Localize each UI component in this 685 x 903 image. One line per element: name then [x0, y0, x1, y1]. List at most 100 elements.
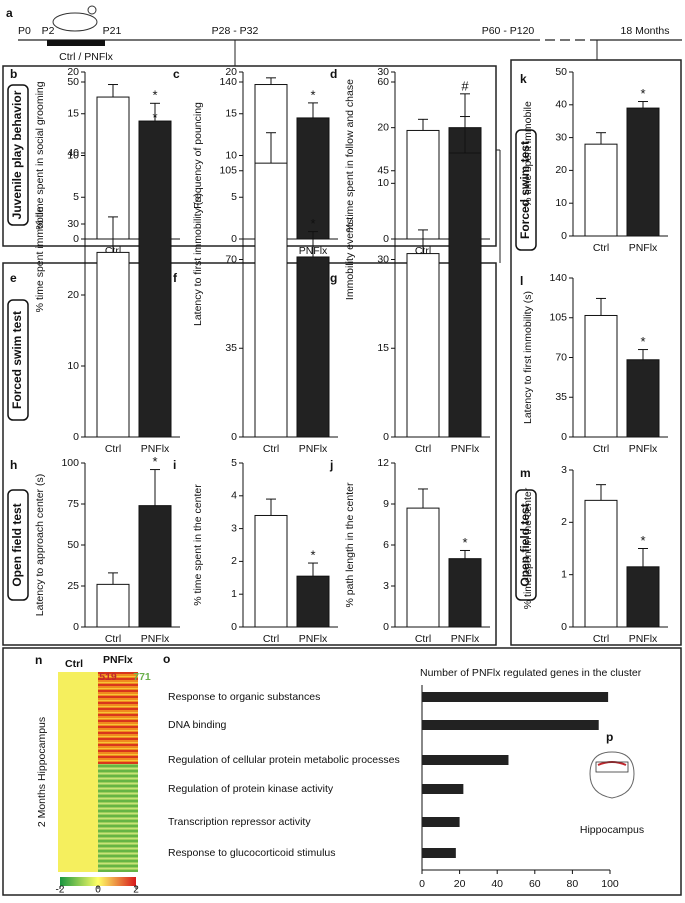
bar: [138, 505, 172, 628]
y-axis-label: Latency to first immobility (s): [522, 291, 534, 424]
y-tick-label: 20: [67, 66, 79, 78]
bar: [448, 152, 482, 438]
panel-letter: c: [173, 67, 180, 81]
section-label: Open field test: [10, 503, 24, 586]
category-label: Response to glucocorticoid stimulus: [168, 847, 336, 859]
x-tick-label: PNFlx: [451, 443, 480, 455]
timeline-label: P60 - P120: [482, 25, 535, 37]
bar: [422, 755, 509, 765]
section-label: Open field test: [518, 503, 532, 586]
y-tick-label: 2: [231, 555, 237, 567]
panel-letter: l: [520, 274, 523, 288]
bar: [422, 692, 609, 702]
y-tick-label: 10: [67, 149, 79, 161]
section-label: Forced swim test: [10, 311, 24, 409]
panel-letter: d: [330, 67, 337, 81]
x-tick-label: Ctrl: [263, 633, 279, 645]
y-tick-label: 9: [383, 498, 389, 510]
x-tick-label: 20: [454, 878, 466, 890]
y-tick-label: 10: [225, 149, 237, 161]
bar: [96, 96, 130, 240]
panel-letter: e: [10, 271, 17, 285]
y-tick-label: 50: [67, 76, 79, 88]
y-tick-label: 0: [383, 621, 389, 633]
y-tick-label: 20: [67, 289, 79, 301]
bar: [406, 129, 440, 240]
y-tick-label: 0: [383, 431, 389, 443]
y-tick-label: 0: [561, 431, 567, 443]
y-tick-label: 30: [377, 66, 389, 78]
significance-mark: *: [310, 547, 315, 562]
y-axis-label: % time spent in the center: [192, 484, 204, 606]
y-tick-label: 30: [555, 131, 567, 143]
section-label: Forced swim test: [518, 141, 532, 239]
inset-label: Hippocampus: [580, 824, 644, 836]
y-tick-label: 10: [67, 360, 79, 372]
significance-mark: *: [152, 454, 157, 469]
panel-letter: h: [10, 458, 17, 472]
section-box: [515, 489, 537, 601]
y-tick-label: 50: [67, 539, 79, 551]
bar: [96, 583, 130, 628]
y-tick-label: 30: [67, 218, 79, 230]
heatmap-down: [98, 764, 138, 872]
x-tick-label: PNFlx: [451, 633, 480, 645]
bar: [422, 848, 456, 858]
y-axis-label: % time spent immobile: [522, 101, 534, 207]
y-axis-label: % path length in the center: [344, 482, 356, 607]
y-tick-label: 75: [67, 498, 79, 510]
y-tick-label: 40: [555, 99, 567, 111]
colorbar-label: 0: [95, 884, 101, 895]
x-tick-label: PNFlx: [299, 443, 328, 455]
y-tick-label: 6: [383, 539, 389, 551]
panel-box: [2, 647, 682, 896]
y-tick-label: 10: [555, 197, 567, 209]
section-box: [7, 84, 29, 226]
y-tick-label: 50: [555, 66, 567, 78]
x-tick-label: Ctrl: [105, 633, 121, 645]
y-tick-label: 140: [219, 76, 237, 88]
x-tick-label: PNFlx: [141, 633, 170, 645]
significance-mark: *: [640, 334, 645, 349]
heatmap-ctrl: [58, 672, 98, 872]
bar: [296, 575, 330, 628]
y-tick-label: 60: [377, 76, 389, 88]
y-tick-label: 0: [231, 233, 237, 245]
x-tick-label: PNFlx: [141, 443, 170, 455]
x-tick-label: PNFlx: [629, 443, 658, 455]
category-label: Regulation of cellular protein metabolic…: [168, 754, 400, 766]
x-tick-label: PNFlx: [629, 633, 658, 645]
y-tick-label: 3: [383, 580, 389, 592]
y-tick-label: 1: [561, 568, 567, 580]
y-tick-label: 12: [377, 457, 389, 469]
bar: [422, 720, 599, 730]
panel-letter: m: [520, 466, 531, 480]
treatment-label: Ctrl / PNFlx: [59, 51, 113, 63]
bar: [448, 558, 482, 628]
y-tick-label: 70: [225, 253, 237, 265]
category-label: Transcription repressor activity: [168, 816, 311, 828]
figure-letter: a: [6, 6, 13, 20]
panel-letter: i: [173, 458, 176, 472]
panel-letter: p: [606, 730, 613, 744]
section-box: [515, 129, 537, 251]
panel-letter: n: [35, 653, 42, 667]
y-tick-label: 0: [73, 233, 79, 245]
y-tick-label: 10: [377, 177, 389, 189]
y-tick-label: 15: [225, 108, 237, 120]
bar: [584, 314, 618, 438]
column-label: Ctrl: [65, 658, 83, 670]
x-tick-label: 100: [601, 878, 619, 890]
y-tick-label: 140: [549, 272, 567, 284]
y-tick-label: 20: [377, 121, 389, 133]
y-tick-label: 100: [61, 457, 79, 469]
section-label: Juvenile play behavior: [10, 90, 24, 219]
y-axis-label: % time spent in the center: [522, 487, 534, 609]
bar: [626, 359, 660, 438]
x-tick-label: 0: [419, 878, 425, 890]
bar: [584, 499, 618, 628]
row-label: 2 Months Hippocampus: [36, 717, 48, 827]
y-tick-label: 105: [219, 165, 237, 177]
y-axis-label: Immobility events: [344, 219, 356, 300]
